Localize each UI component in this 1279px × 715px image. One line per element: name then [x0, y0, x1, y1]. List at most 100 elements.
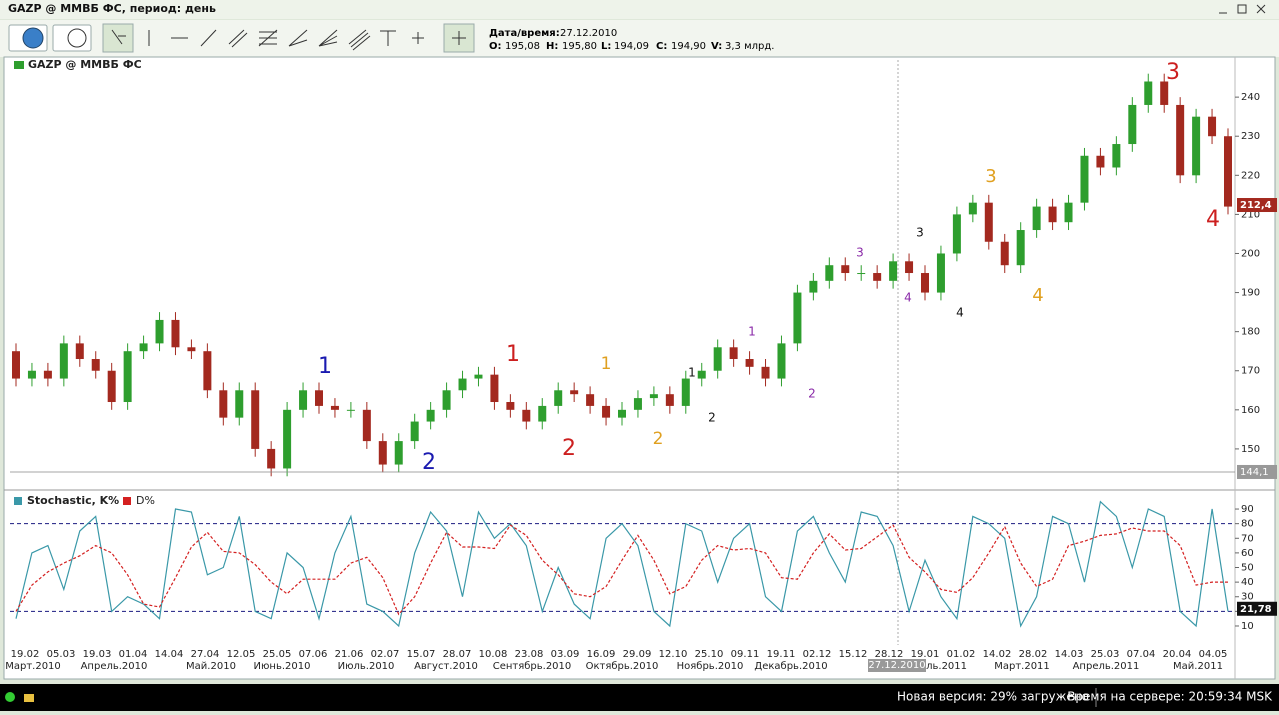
- window-title: GAZP @ ММВБ ФС, период: день: [8, 2, 216, 15]
- candle-body: [905, 261, 914, 274]
- wave-label: 1: [318, 354, 332, 379]
- y-tick-label: 10: [1241, 621, 1254, 632]
- x-date-label: 01.04: [119, 649, 148, 660]
- field-value: 194,09: [614, 41, 649, 52]
- candle-body: [570, 390, 579, 395]
- y-tick-label: 170: [1241, 366, 1260, 377]
- pitchfork-tool[interactable]: [348, 29, 371, 51]
- candle-body: [793, 292, 802, 344]
- x-date-label: 12.10: [659, 649, 688, 660]
- candle-body: [490, 374, 499, 403]
- wave-label: 4: [1206, 207, 1220, 232]
- close[interactable]: [1256, 4, 1266, 14]
- legend-swatch: [14, 497, 22, 505]
- candle-body: [713, 347, 722, 371]
- candle-body: [761, 366, 770, 379]
- candle-body: [857, 273, 866, 275]
- candle-body: [410, 421, 419, 442]
- title-bar: [0, 0, 1279, 19]
- x-date-label: 04.05: [1199, 649, 1228, 660]
- x-date-label: 20.04: [1163, 649, 1192, 660]
- x-date-label: 27.04: [191, 649, 220, 660]
- candle-body: [649, 394, 658, 399]
- candle-body: [346, 409, 355, 411]
- text-tool[interactable]: [380, 30, 396, 46]
- candle-body: [538, 405, 547, 422]
- gann-tool[interactable]: [318, 29, 338, 47]
- x-month-label: Февраль.2011: [893, 661, 967, 672]
- x-date-label: 05.03: [47, 649, 76, 660]
- restore[interactable]: [1237, 4, 1247, 14]
- crosshair-icon: [452, 31, 466, 45]
- candle-body: [633, 398, 642, 410]
- x-date-label: 02.07: [371, 649, 400, 660]
- wave-label: 1: [506, 342, 520, 367]
- candle-body: [665, 394, 674, 406]
- candle-body: [27, 370, 36, 379]
- candle-body: [873, 273, 882, 281]
- candle-body: [1064, 202, 1073, 223]
- x-date-label: 15.12: [839, 649, 868, 660]
- y-tick-label: 190: [1241, 288, 1260, 299]
- x-date-label: 25.03: [1091, 649, 1120, 660]
- x-month-label: Июль.2010: [338, 661, 395, 672]
- field-label: L:: [601, 41, 611, 52]
- candle-body: [362, 409, 371, 442]
- server-time: Время на сервере: 20:59:34 MSK: [1067, 690, 1273, 704]
- move-tool[interactable]: [412, 32, 424, 44]
- wave-label: 2: [653, 429, 664, 449]
- candle-body: [458, 378, 467, 391]
- last-stoch-label: 21,78: [1240, 604, 1272, 615]
- wave-label: 4: [904, 291, 912, 305]
- wave-label: 3: [856, 246, 864, 260]
- status-bar: [0, 684, 1279, 711]
- candle-body: [474, 374, 483, 379]
- candle-body: [506, 402, 515, 410]
- candle-body: [43, 370, 52, 379]
- channel-tool[interactable]: [228, 29, 248, 48]
- x-month-label: Март.2011: [994, 661, 1050, 672]
- x-date-label: 19.03: [83, 649, 112, 660]
- candle-body: [91, 359, 100, 371]
- candle-body: [936, 253, 945, 293]
- candle-body: [1128, 104, 1137, 145]
- field-label: V:: [711, 41, 722, 52]
- select-tool[interactable]: [111, 29, 126, 45]
- window-buttons[interactable]: [1219, 4, 1266, 14]
- toolbar-buttons[interactable]: [8, 23, 475, 53]
- fibo-tool[interactable]: [258, 29, 278, 47]
- x-date-label: 01.02: [947, 649, 976, 660]
- candle-body: [394, 441, 403, 465]
- candle-body: [729, 347, 738, 360]
- candle-body: [75, 343, 84, 360]
- field-value: 195,08: [505, 41, 540, 52]
- candle-body: [952, 214, 961, 254]
- drawing-tools[interactable]: [111, 29, 466, 51]
- y-tick-label: 80: [1241, 519, 1254, 530]
- candle-body: [155, 319, 164, 344]
- wave-label: 3: [985, 166, 996, 187]
- field-label: H:: [546, 41, 558, 52]
- x-date-label: 28.07: [443, 649, 472, 660]
- datetime-label: Дата/время:: [489, 28, 560, 39]
- candle-body: [1016, 230, 1025, 266]
- wave-label: 2: [708, 411, 716, 425]
- candle-body: [1192, 116, 1201, 176]
- y-tick-label: 50: [1241, 563, 1254, 574]
- candle-body: [378, 441, 387, 465]
- last-price-label: 212,4: [1240, 200, 1272, 211]
- crosshair-date-box: [868, 659, 926, 672]
- y-tick-label: 70: [1241, 533, 1254, 544]
- trend-tool[interactable]: [200, 29, 217, 47]
- y-tick-label: 200: [1241, 248, 1260, 259]
- last-stoch-box: [1237, 601, 1277, 616]
- fan-tool[interactable]: [288, 29, 308, 47]
- candle-body: [1160, 81, 1169, 105]
- legend-label: Stochastic, K%: [27, 494, 119, 507]
- wave-label: 2: [422, 450, 436, 475]
- x-date-label: 28.02: [1019, 649, 1048, 660]
- y-tick-label: 30: [1241, 592, 1254, 603]
- x-date-label: 28.12: [875, 649, 904, 660]
